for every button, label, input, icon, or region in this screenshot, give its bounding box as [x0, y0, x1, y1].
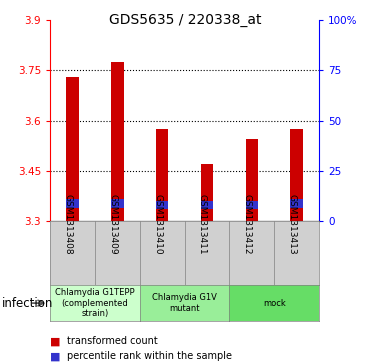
Text: GSM1313413: GSM1313413: [288, 194, 297, 255]
Bar: [246, 209, 258, 221]
Bar: [111, 199, 124, 208]
Bar: [201, 201, 213, 209]
Text: mock: mock: [263, 299, 286, 307]
Bar: [156, 209, 168, 221]
Text: GDS5635 / 220338_at: GDS5635 / 220338_at: [109, 13, 262, 27]
Bar: [201, 164, 213, 201]
Bar: [290, 199, 303, 208]
Bar: [290, 129, 303, 199]
Bar: [156, 129, 168, 201]
Text: GSM1313410: GSM1313410: [153, 194, 162, 255]
Text: ■: ■: [50, 351, 60, 362]
Text: GSM1313411: GSM1313411: [198, 194, 207, 255]
Text: ■: ■: [50, 336, 60, 346]
Text: percentile rank within the sample: percentile rank within the sample: [67, 351, 232, 362]
Bar: [290, 208, 303, 221]
Text: GSM1313412: GSM1313412: [243, 194, 252, 255]
Text: infection: infection: [2, 297, 53, 310]
Text: GSM1313409: GSM1313409: [108, 194, 117, 255]
Bar: [201, 209, 213, 221]
Text: transformed count: transformed count: [67, 336, 158, 346]
Bar: [246, 139, 258, 201]
Text: Chlamydia G1V
mutant: Chlamydia G1V mutant: [152, 293, 217, 313]
Bar: [111, 62, 124, 199]
Bar: [66, 77, 79, 199]
Text: Chlamydia G1TEPP
(complemented
strain): Chlamydia G1TEPP (complemented strain): [55, 288, 135, 318]
Bar: [246, 201, 258, 209]
Bar: [66, 208, 79, 221]
Text: GSM1313408: GSM1313408: [63, 194, 72, 255]
Bar: [66, 199, 79, 208]
Bar: [111, 208, 124, 221]
Bar: [156, 201, 168, 209]
